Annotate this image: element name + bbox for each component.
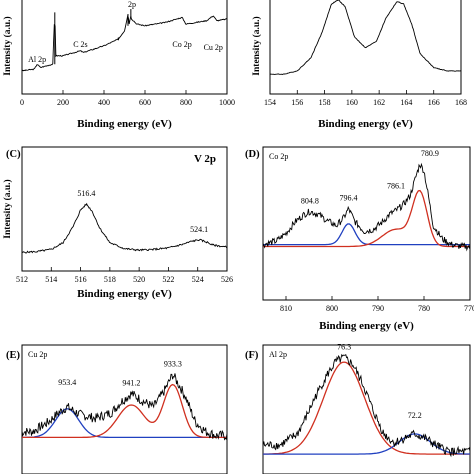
peak-label: 76.3 xyxy=(337,343,351,352)
peak-label: 2p xyxy=(128,0,136,9)
peak-label: 953.4 xyxy=(58,378,76,387)
x-tick-label: 166 xyxy=(428,98,440,107)
x-tick-label: 154 xyxy=(264,98,276,107)
plot-frame xyxy=(21,0,228,95)
x-tick-label: 600 xyxy=(139,98,151,107)
peak-label: 804.8 xyxy=(301,196,319,205)
x-tick-label: 1000 xyxy=(219,98,235,107)
chart-panel-5: (E) Cu 2p 953.4 941.2 933.3 xyxy=(6,344,228,474)
peak-label: 786.1 xyxy=(387,181,405,190)
y-axis-label: Intensity (a.u.) xyxy=(2,16,13,75)
peak-label: 933.3 xyxy=(164,359,182,368)
chart-panel-1: 0 200 400 600 800 1000 Binding energy (eV) Inte… xyxy=(2,0,235,130)
x-tick-label: 780 xyxy=(418,304,430,313)
spectrum-line xyxy=(21,373,228,441)
x-tick-label: 156 xyxy=(291,98,303,107)
panel-letter: (E) xyxy=(6,350,21,361)
x-tick-label: 158 xyxy=(319,98,331,107)
fit-component-2 xyxy=(263,189,470,248)
spectrum-line xyxy=(262,162,471,252)
x-axis-label: Binding energy (eV) xyxy=(318,118,413,130)
plot-frame xyxy=(269,0,462,95)
x-tick-label: 164 xyxy=(400,98,412,107)
fit-component-2 xyxy=(22,383,227,439)
chart-panel-3: 512 514 516 518 520 522 524 526 Binding energy (… xyxy=(2,146,233,300)
x-tick-label: 800 xyxy=(326,304,338,313)
panel-letter: (C) xyxy=(6,149,21,160)
chart-panel-4: 810 800 790 780 770 Binding energy (eV) (D) Co … xyxy=(245,146,474,332)
x-tick-label: 514 xyxy=(45,275,57,284)
peak-label: 516.4 xyxy=(77,189,95,198)
plot-frame xyxy=(262,344,471,474)
spectrum-line xyxy=(262,353,471,458)
x-tick-label: 524 xyxy=(192,275,204,284)
x-tick-label: 516 xyxy=(75,275,87,284)
x-axis-label: Binding energy (eV) xyxy=(319,320,414,332)
panel-letter: (F) xyxy=(245,350,259,361)
peak-label: Al 2p xyxy=(28,55,46,64)
peak-label: 72.2 xyxy=(408,411,422,420)
x-tick-label: 0 xyxy=(20,98,24,107)
x-tick-label: 522 xyxy=(162,275,174,284)
panel-title: Al 2p xyxy=(269,350,287,359)
x-tick-label: 200 xyxy=(57,98,69,107)
peak-label: Co 2p xyxy=(172,40,191,49)
plot-frame xyxy=(21,344,228,474)
x-tick-label: 770 xyxy=(464,304,474,313)
panel-title: Cu 2p xyxy=(28,350,47,359)
plot-frame xyxy=(262,146,471,301)
y-axis-label: Intensity (a.u.) xyxy=(251,16,262,75)
panel-title: V 2p xyxy=(194,153,216,165)
chart-panel-6: (F) Al 2p 76.3 72.2 xyxy=(245,343,471,474)
fit-component-1 xyxy=(22,408,227,439)
plot-frame xyxy=(21,146,228,272)
x-tick-label: 800 xyxy=(180,98,192,107)
x-tick-label: 168 xyxy=(455,98,467,107)
x-axis-label: Binding energy (eV) xyxy=(77,288,172,300)
x-tick-label: 400 xyxy=(98,98,110,107)
x-tick-label: 512 xyxy=(16,275,28,284)
chart-panel-2: 154 156 158 160 162 164 166 168 Binding energy (… xyxy=(251,0,467,130)
panel-letter: (D) xyxy=(245,149,260,160)
spectrum-line xyxy=(269,0,462,76)
fit-component-1 xyxy=(263,223,470,246)
peak-label: 941.2 xyxy=(122,379,140,388)
x-tick-label: 162 xyxy=(373,98,385,107)
x-tick-label: 160 xyxy=(346,98,358,107)
spectrum-line xyxy=(21,13,228,72)
x-tick-label: 810 xyxy=(280,304,292,313)
peak-label: 780.9 xyxy=(421,149,439,158)
x-tick-label: 526 xyxy=(221,275,233,284)
y-axis-label: Intensity (a.u.) xyxy=(2,179,13,238)
peak-label: Cu 2p xyxy=(204,43,223,52)
peak-label: 524.1 xyxy=(190,225,208,234)
x-tick-label: 518 xyxy=(104,275,116,284)
spectrum-line xyxy=(21,202,228,254)
peak-label: 796.4 xyxy=(340,194,358,203)
x-axis-label: Binding energy (eV) xyxy=(77,118,172,130)
panel-title: Co 2p xyxy=(269,152,288,161)
x-tick-label: 520 xyxy=(133,275,145,284)
fit-component-1 xyxy=(263,361,470,455)
peak-label: C 2s xyxy=(73,40,87,49)
x-tick-label: 790 xyxy=(372,304,384,313)
